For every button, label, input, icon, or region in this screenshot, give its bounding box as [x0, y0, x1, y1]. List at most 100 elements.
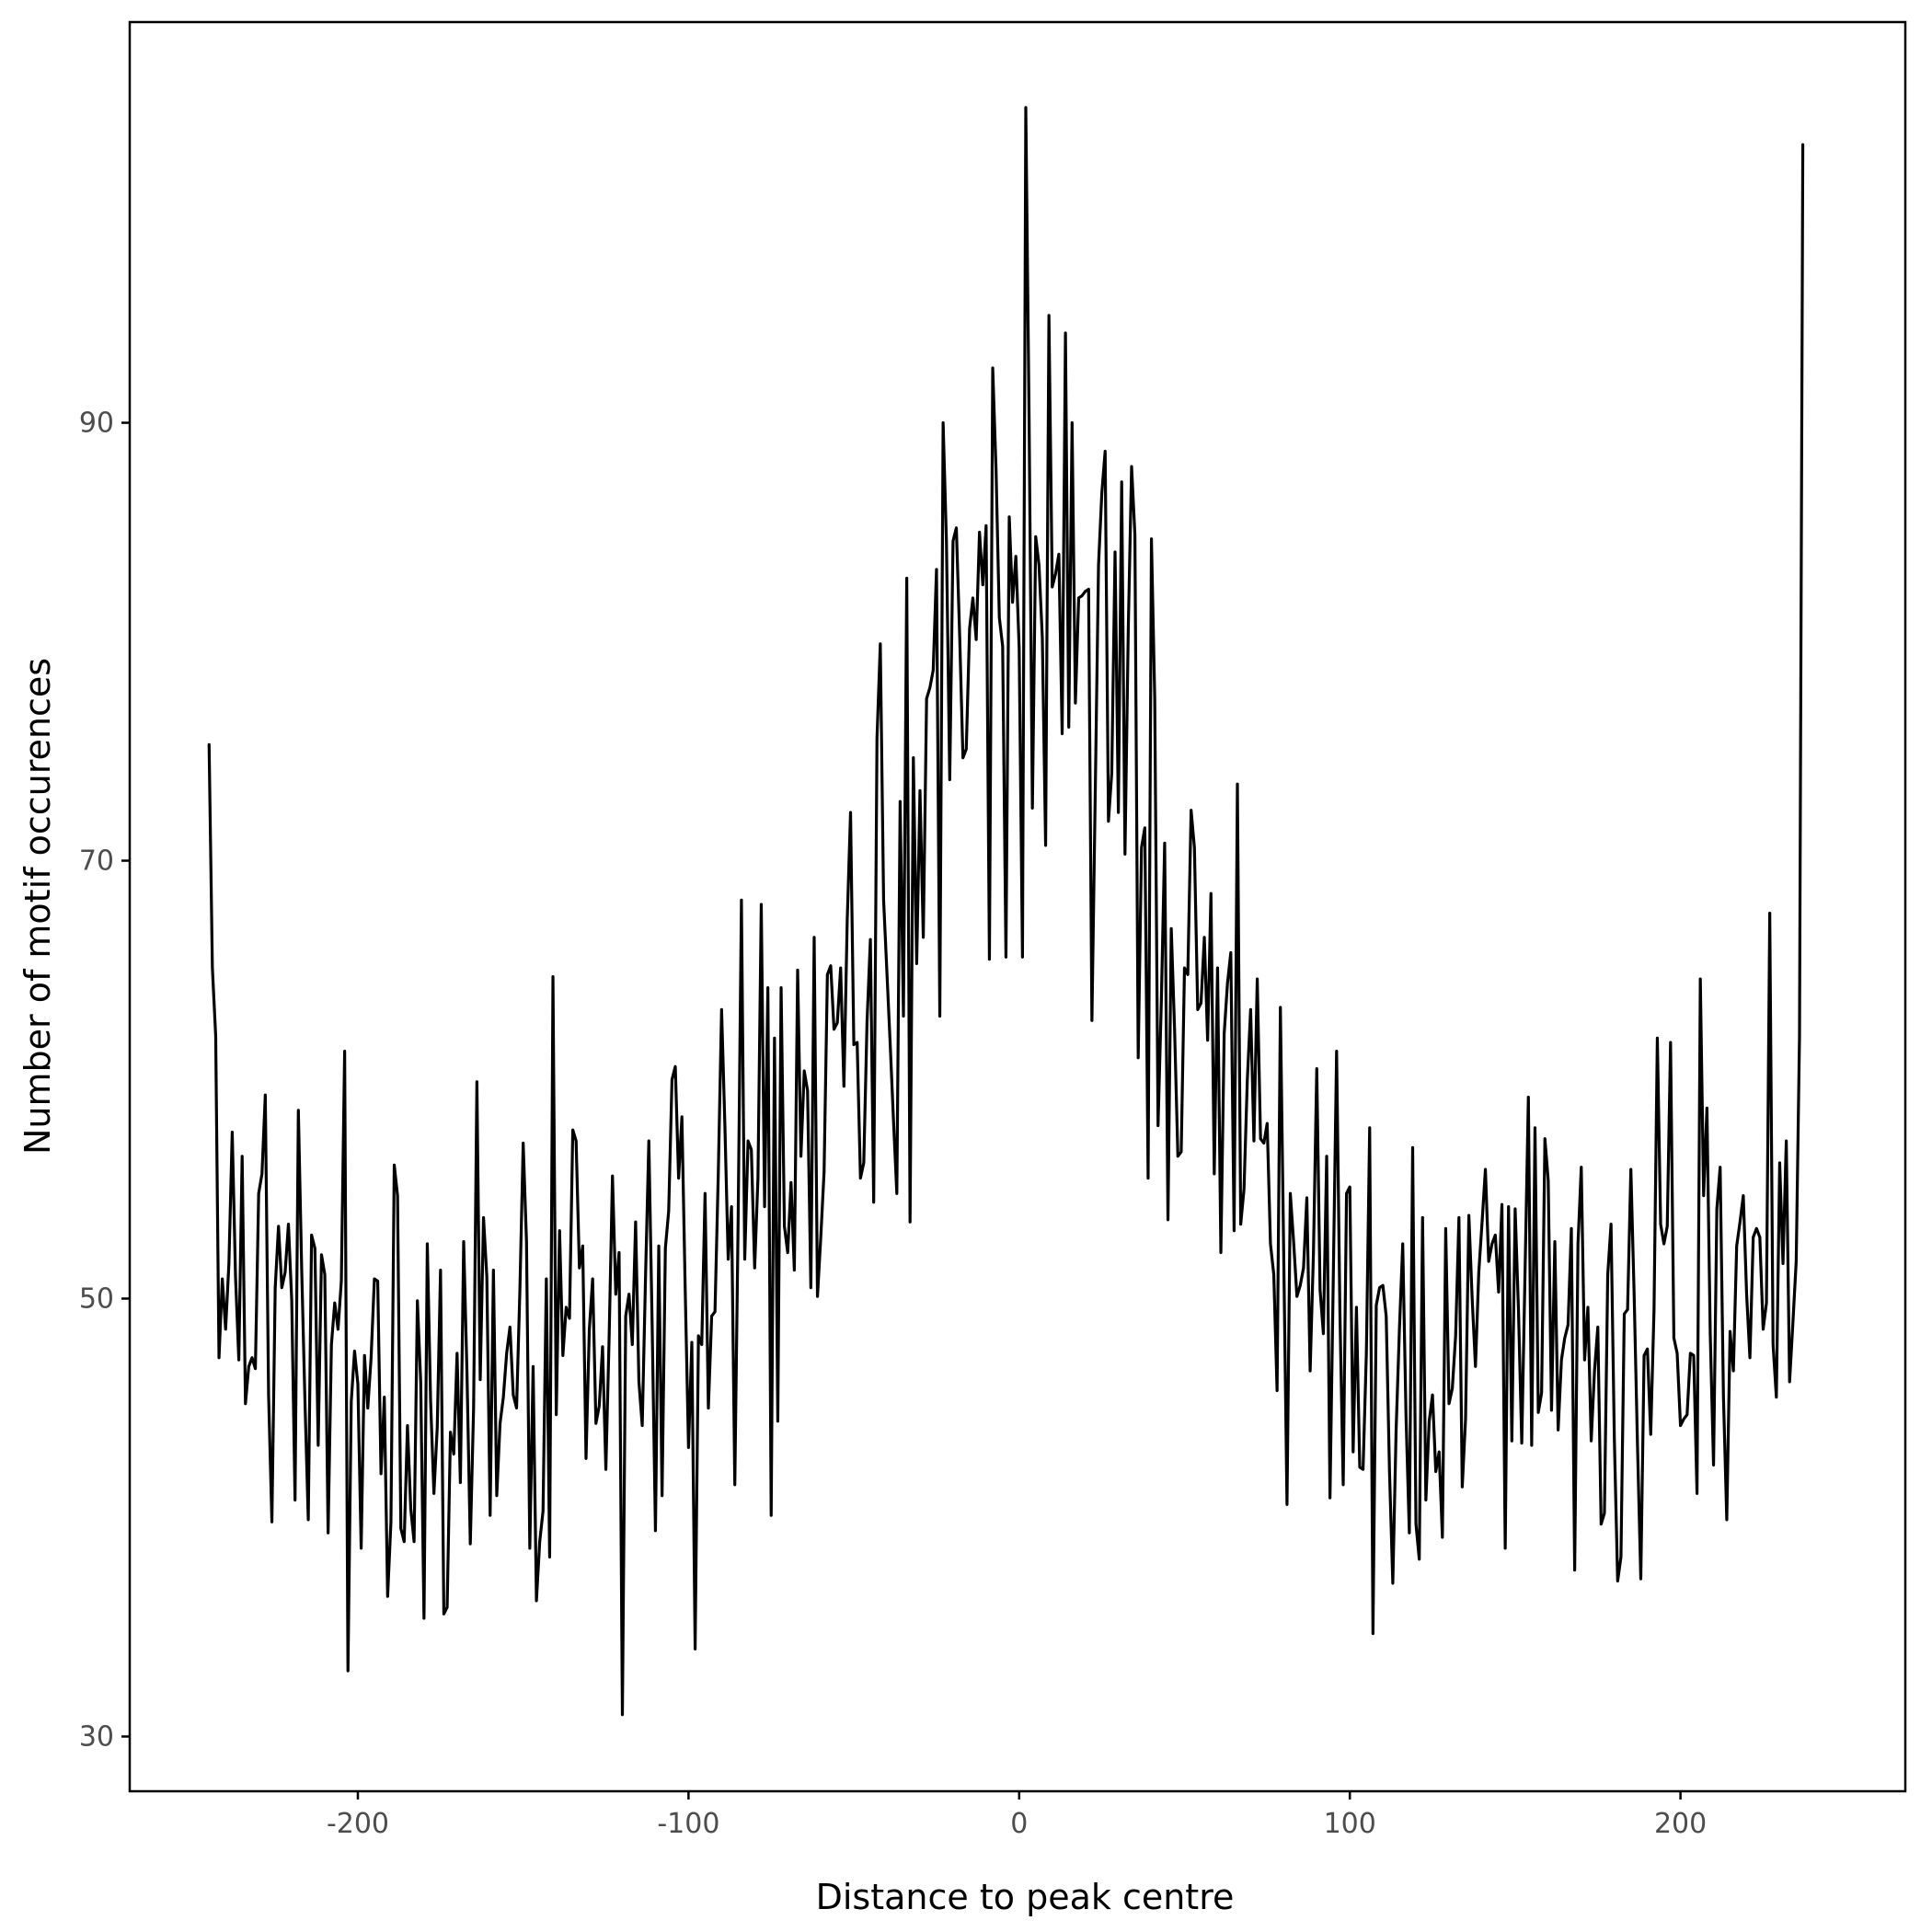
data-point — [1752, 1236, 1754, 1238]
data-point — [1432, 1394, 1433, 1397]
data-point — [1524, 1269, 1526, 1271]
data-point — [1272, 1273, 1275, 1276]
data-point — [1461, 1486, 1464, 1488]
data-point — [1401, 1243, 1404, 1245]
data-point — [1517, 1308, 1520, 1311]
data-point — [430, 1400, 431, 1403]
data-point — [1081, 594, 1083, 597]
x-tick-label: 100 — [1324, 1808, 1376, 1840]
data-point — [1577, 1243, 1579, 1245]
data-point — [743, 1258, 746, 1260]
data-point — [542, 1510, 545, 1512]
data-point — [258, 1192, 259, 1195]
data-point — [432, 1492, 435, 1495]
data-point — [317, 1444, 319, 1446]
data-point — [912, 756, 914, 759]
data-point — [1778, 1162, 1781, 1164]
data-point — [1531, 1444, 1533, 1446]
data-point — [1114, 551, 1116, 553]
data-point — [1696, 1492, 1698, 1495]
data-point — [1121, 480, 1123, 483]
data-point — [992, 367, 994, 369]
data-point — [978, 531, 981, 534]
data-point — [1160, 1000, 1163, 1002]
data-point — [440, 1269, 442, 1271]
data-point — [370, 1356, 373, 1359]
data-point — [793, 1269, 796, 1271]
data-point — [293, 1499, 296, 1501]
data-point — [1673, 1337, 1675, 1340]
data-point — [235, 1275, 236, 1278]
data-point — [409, 1508, 412, 1510]
data-point — [1537, 1411, 1539, 1414]
data-point — [1187, 973, 1189, 976]
data-point — [456, 1352, 458, 1354]
data-point — [1616, 1580, 1619, 1582]
data-point — [1749, 1356, 1751, 1359]
data-point — [1409, 1532, 1410, 1534]
data-point — [806, 1089, 809, 1092]
data-point — [922, 937, 925, 938]
data-point — [546, 1278, 547, 1280]
x-tick-label: 0 — [1010, 1808, 1028, 1840]
data-point — [1507, 1205, 1510, 1208]
data-point — [1444, 1227, 1447, 1230]
data-point — [1772, 1343, 1775, 1346]
data-point — [611, 1175, 614, 1178]
data-point — [340, 1280, 342, 1282]
data-point — [1262, 1142, 1265, 1144]
data-point — [1411, 1146, 1414, 1149]
y-tick-label: 90 — [79, 408, 114, 440]
data-point — [1233, 1229, 1236, 1232]
data-point — [1044, 845, 1047, 846]
data-point — [436, 1427, 439, 1429]
data-point — [535, 1600, 537, 1602]
data-point — [1458, 1216, 1460, 1219]
data-point — [1428, 1420, 1431, 1422]
data-point — [1398, 1328, 1400, 1330]
data-point — [770, 1514, 773, 1516]
data-point — [403, 1540, 406, 1543]
data-point — [836, 1021, 838, 1024]
data-point — [826, 973, 829, 976]
data-point — [903, 1015, 904, 1018]
data-point — [787, 1251, 789, 1254]
data-point — [618, 1251, 620, 1254]
data-point — [641, 1424, 643, 1427]
data-point — [594, 1422, 597, 1424]
data-point — [1064, 332, 1066, 334]
data-point — [747, 1140, 749, 1142]
data-point — [849, 811, 852, 813]
data-point — [1259, 1137, 1261, 1140]
data-point — [985, 524, 987, 527]
data-point — [872, 1201, 875, 1203]
data-point — [694, 1648, 696, 1650]
data-point — [1722, 1396, 1725, 1398]
data-point — [1368, 1127, 1371, 1129]
data-point — [1124, 853, 1126, 856]
data-point — [856, 1041, 858, 1043]
data-point — [813, 937, 815, 938]
data-point — [1243, 1188, 1245, 1190]
data-point — [1554, 1240, 1556, 1243]
data-point — [453, 1453, 455, 1455]
data-point — [212, 967, 213, 969]
data-point — [390, 1521, 392, 1524]
data-point — [846, 918, 848, 921]
data-point — [1382, 1284, 1384, 1287]
data-point — [684, 1289, 686, 1291]
data-point — [310, 1234, 313, 1236]
data-point — [472, 1407, 475, 1409]
data-point — [975, 638, 977, 640]
data-point — [1332, 1275, 1335, 1278]
data-point — [1286, 1503, 1288, 1506]
data-point — [515, 1407, 518, 1409]
data-point — [658, 1245, 660, 1248]
data-point — [932, 669, 935, 672]
data-point — [552, 975, 554, 978]
data-point — [1788, 1381, 1791, 1383]
data-point — [839, 967, 842, 969]
data-point — [499, 1422, 501, 1424]
data-point — [1580, 1166, 1582, 1168]
data-point — [1087, 588, 1090, 591]
